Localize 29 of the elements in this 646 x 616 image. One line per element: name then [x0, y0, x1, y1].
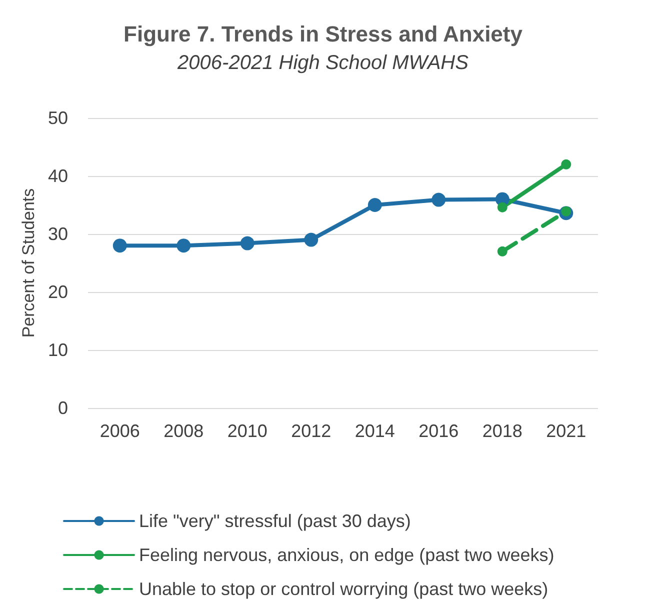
legend-label: Feeling nervous, anxious, on edge (past two weeks)	[139, 545, 554, 565]
point	[304, 232, 318, 247]
x-tick-label: 2014	[354, 421, 395, 441]
chart-subtitle: 2006-2021 High School MWAHS	[176, 52, 470, 74]
y-tick-label: 0	[58, 398, 68, 418]
x-tick-label: 2010	[227, 421, 268, 441]
point	[240, 236, 254, 250]
y-tick-label: 10	[48, 340, 68, 360]
y-axis-title: Percent of Students	[19, 188, 38, 338]
point	[176, 238, 191, 253]
y-tick-label: 20	[48, 282, 68, 302]
point	[561, 159, 572, 170]
point	[497, 246, 508, 256]
legend-label: Life "very" stressful (past 30 days)	[139, 511, 411, 531]
chart-title: Figure 7. Trends in Stress and Anxiety	[124, 22, 524, 46]
legend-label: Unable to stop or control worrying (past two weeks)	[139, 579, 548, 599]
y-tick-label: 50	[48, 108, 68, 128]
point	[432, 192, 446, 207]
point	[368, 198, 382, 212]
point	[497, 202, 508, 212]
point	[112, 238, 127, 253]
x-tick-label: 2006	[100, 421, 140, 441]
x-tick-label: 2012	[291, 421, 332, 441]
x-tick-label: 2008	[164, 421, 204, 441]
x-tick-label: 2016	[418, 421, 459, 441]
x-tick-label: 2021	[546, 421, 586, 441]
y-tick-label: 30	[48, 224, 68, 244]
x-tick-label: 2018	[482, 421, 522, 441]
y-tick-label: 40	[48, 166, 68, 186]
